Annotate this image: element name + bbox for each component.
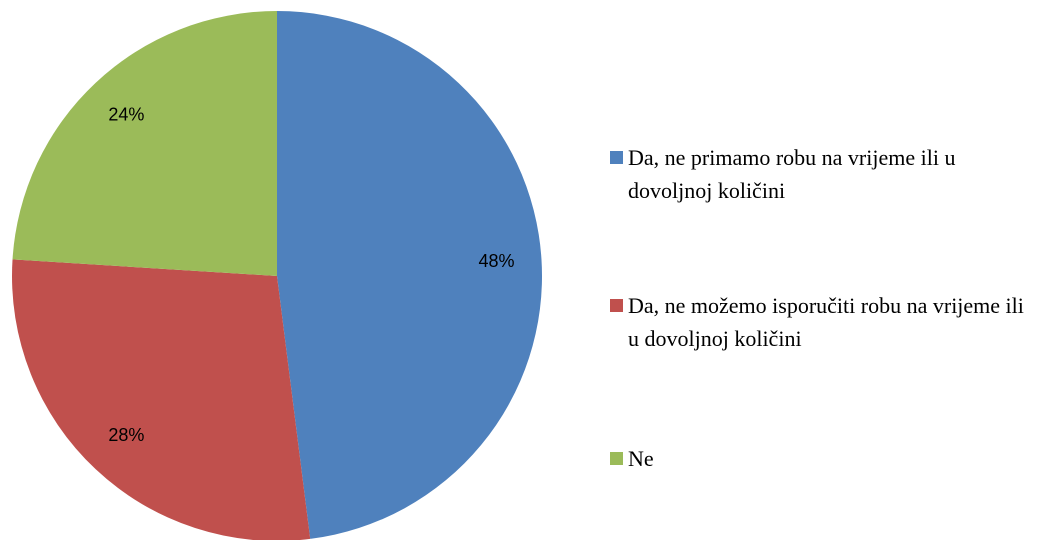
legend-label: Da, ne možemo isporučiti robu na vrijeme…	[628, 293, 1024, 351]
pie-slice	[277, 11, 543, 539]
pie-slice	[12, 11, 277, 276]
legend-label: Ne	[628, 446, 654, 471]
legend-label: Da, ne primamo robu na vrijeme ili u dov…	[628, 145, 956, 203]
data-label: 28%	[108, 425, 144, 445]
data-label: 24%	[108, 104, 144, 124]
pie-slice	[12, 259, 311, 540]
legend-swatch	[610, 299, 623, 312]
legend-item: Da, ne primamo robu na vrijeme ili u dov…	[610, 141, 1030, 207]
legend-swatch	[610, 151, 623, 164]
data-label: 48%	[479, 251, 515, 271]
legend-item: Da, ne možemo isporučiti robu na vrijeme…	[610, 289, 1030, 355]
legend-swatch	[610, 452, 623, 465]
legend-item: Ne	[610, 442, 1030, 475]
